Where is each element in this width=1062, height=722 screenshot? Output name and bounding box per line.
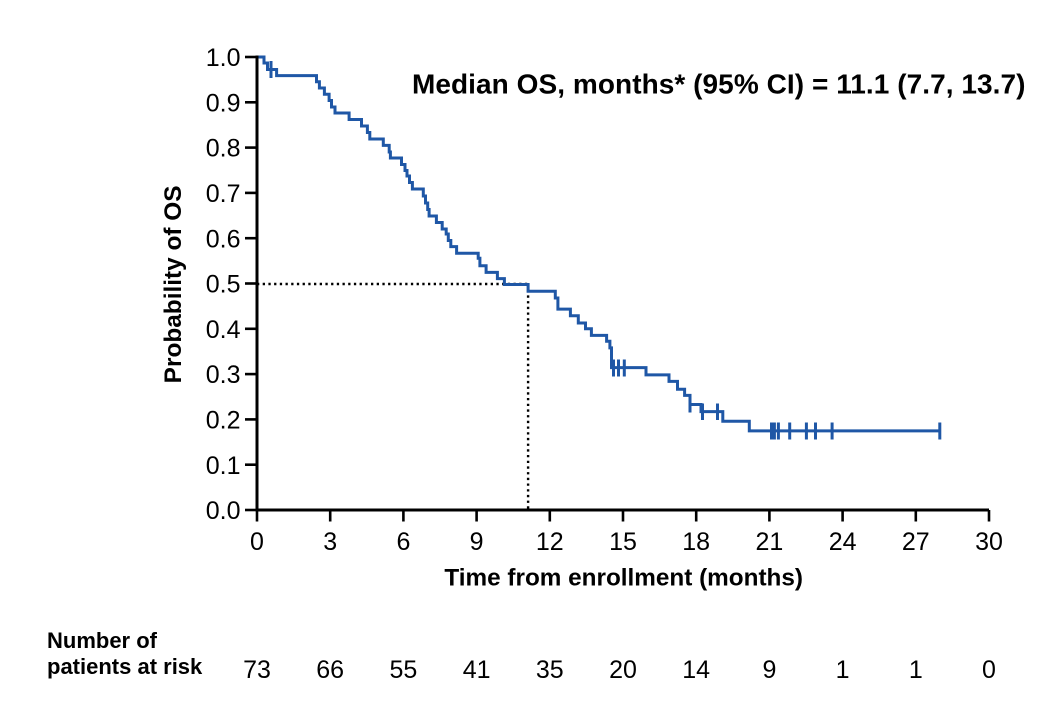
svg-text:1.0: 1.0 xyxy=(206,44,241,72)
svg-text:35: 35 xyxy=(536,656,564,684)
svg-text:1: 1 xyxy=(836,656,850,684)
svg-text:14: 14 xyxy=(682,656,710,684)
svg-text:73: 73 xyxy=(243,656,271,684)
svg-text:0.6: 0.6 xyxy=(206,225,241,253)
svg-text:0.4: 0.4 xyxy=(206,316,241,344)
svg-text:patients at risk: patients at risk xyxy=(47,654,203,679)
svg-text:21: 21 xyxy=(755,528,783,556)
svg-text:0.0: 0.0 xyxy=(206,497,241,525)
svg-text:6: 6 xyxy=(396,528,410,556)
svg-text:20: 20 xyxy=(609,656,637,684)
svg-text:Probability of OS: Probability of OS xyxy=(160,185,187,383)
svg-text:0.3: 0.3 xyxy=(206,361,241,389)
svg-text:0: 0 xyxy=(982,656,996,684)
svg-text:Median OS, months* (95% CI) =: Median OS, months* (95% CI) = 11.1 (7.7,… xyxy=(412,69,1026,100)
svg-text:18: 18 xyxy=(682,528,710,556)
svg-text:41: 41 xyxy=(463,656,491,684)
svg-text:1: 1 xyxy=(909,656,923,684)
svg-text:0: 0 xyxy=(250,528,264,556)
svg-text:0.9: 0.9 xyxy=(206,89,241,117)
svg-text:0.8: 0.8 xyxy=(206,135,241,163)
svg-text:27: 27 xyxy=(902,528,930,556)
svg-text:Number of: Number of xyxy=(47,628,158,653)
svg-text:0.7: 0.7 xyxy=(206,180,241,208)
svg-text:9: 9 xyxy=(762,656,776,684)
svg-text:24: 24 xyxy=(829,528,857,556)
svg-text:Time from enrollment (months): Time from enrollment (months) xyxy=(444,565,803,592)
svg-text:30: 30 xyxy=(975,528,1003,556)
svg-text:55: 55 xyxy=(389,656,417,684)
svg-text:0.5: 0.5 xyxy=(206,271,241,299)
svg-text:9: 9 xyxy=(470,528,484,556)
svg-text:0.2: 0.2 xyxy=(206,407,241,435)
svg-text:0.1: 0.1 xyxy=(206,452,241,480)
svg-text:3: 3 xyxy=(323,528,337,556)
svg-text:12: 12 xyxy=(536,528,564,556)
svg-text:15: 15 xyxy=(609,528,637,556)
svg-text:66: 66 xyxy=(316,656,344,684)
